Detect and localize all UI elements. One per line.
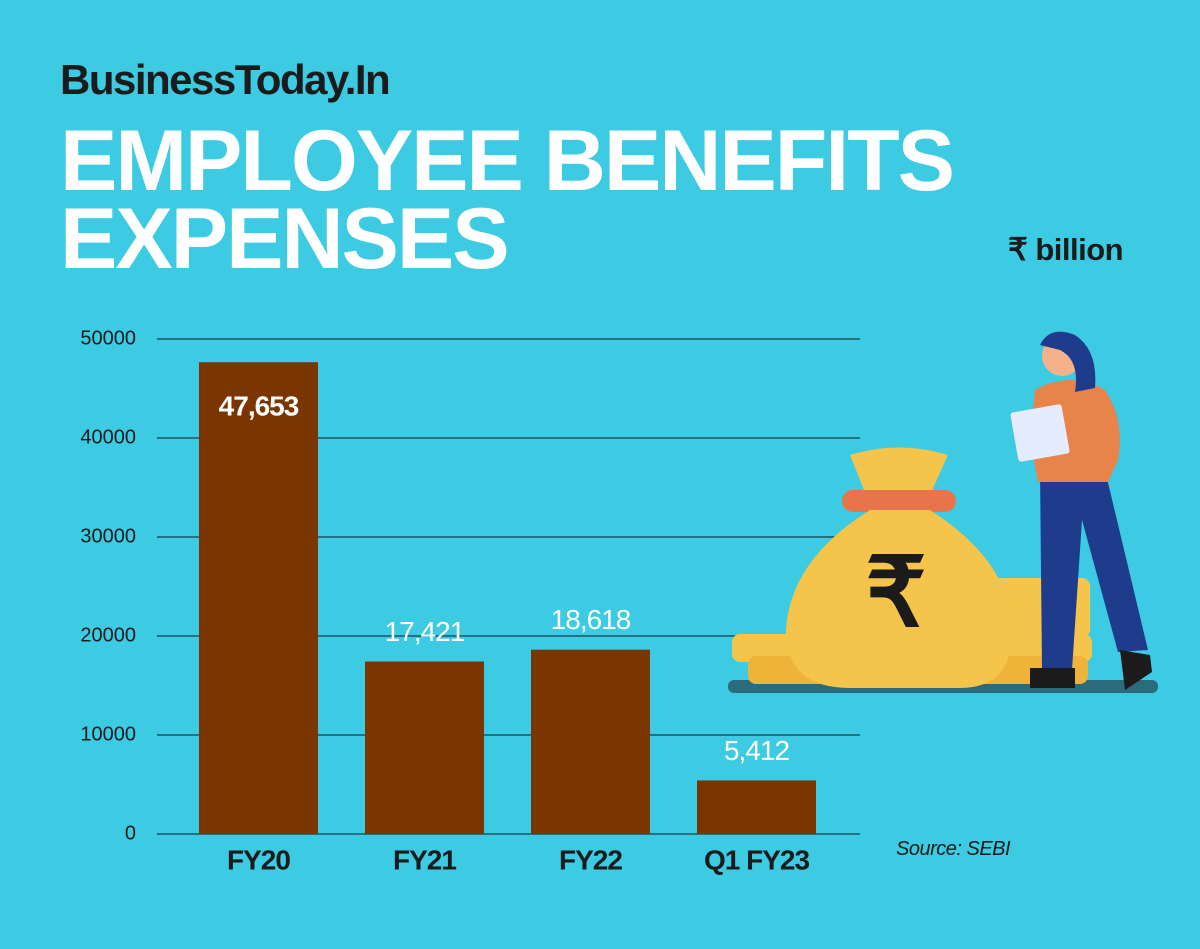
bag-neck <box>850 447 948 495</box>
bag-tie <box>842 490 956 512</box>
person-legs <box>1040 470 1148 670</box>
y-tick-label: 40000 <box>80 426 136 448</box>
person-hair <box>1040 331 1096 392</box>
rupee-icon: ₹ <box>865 539 926 646</box>
money-bag <box>786 510 1013 688</box>
value-label: 47,653 <box>219 391 299 422</box>
bar <box>365 661 484 834</box>
y-tick-label: 30000 <box>80 525 136 547</box>
x-tick-label: Q1 FY23 <box>704 844 809 875</box>
value-label: 18,618 <box>551 604 631 635</box>
y-tick-label: 20000 <box>80 624 136 646</box>
illustration: ₹ <box>728 331 1158 693</box>
y-tick-label: 10000 <box>80 723 136 745</box>
person-shoes <box>1030 650 1152 690</box>
y-tick-label: 50000 <box>80 327 136 349</box>
chart-title: EMPLOYEE BENEFITS EXPENSES <box>60 113 955 287</box>
bar <box>531 649 650 834</box>
source-note: Source: SEBI <box>896 838 1011 860</box>
value-label: 17,421 <box>385 616 465 647</box>
value-label: 5,412 <box>724 735 789 766</box>
y-tick-label: 0 <box>125 822 136 844</box>
clipboard <box>1010 404 1070 462</box>
x-tick-label: FY20 <box>227 844 290 875</box>
x-tick-label: FY21 <box>393 844 456 875</box>
unit-label: ₹ billion <box>1008 232 1124 267</box>
bar <box>697 780 816 834</box>
x-tick-label: FY22 <box>559 844 622 875</box>
bar <box>199 362 318 834</box>
brand: BusinessToday.In <box>60 56 391 103</box>
